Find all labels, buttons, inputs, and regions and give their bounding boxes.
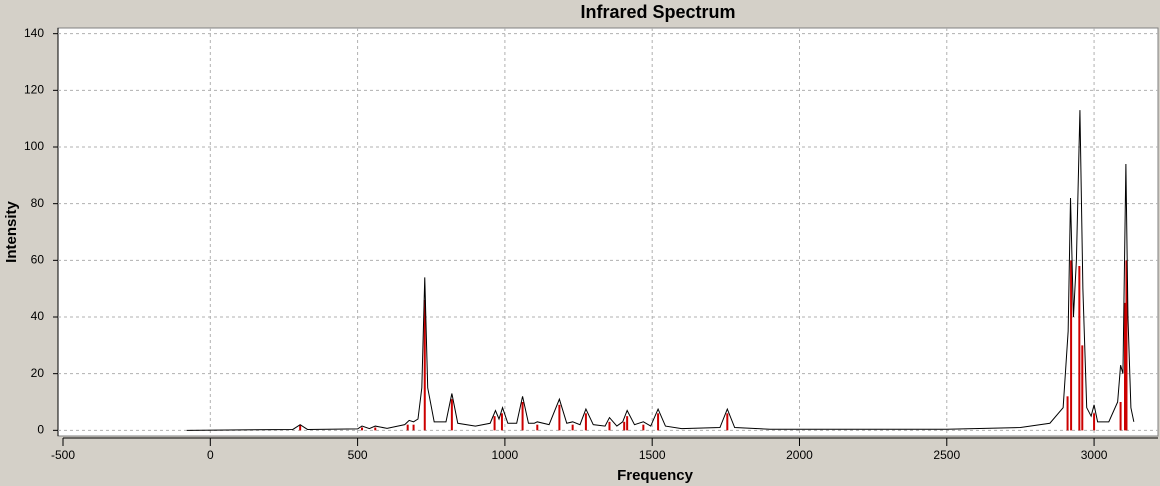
y-tick-label: 60 <box>31 253 45 267</box>
x-tick-label: 1000 <box>492 448 519 462</box>
x-tick-label: 2500 <box>933 448 960 462</box>
y-tick-label: 140 <box>24 26 44 40</box>
y-tick-label: 80 <box>31 196 45 210</box>
plot-area <box>57 27 1159 437</box>
x-tick-label: 0 <box>207 448 214 462</box>
chart-title: Infrared Spectrum <box>580 2 735 22</box>
x-tick-label: 1500 <box>639 448 666 462</box>
x-tick-label: 500 <box>348 448 368 462</box>
y-tick-label: 0 <box>37 423 44 437</box>
y-tick-label: 120 <box>24 83 44 97</box>
x-tick-label: 3000 <box>1081 448 1108 462</box>
x-tick-label: -500 <box>51 448 75 462</box>
y-tick-label: 20 <box>31 366 45 380</box>
y-tick-label: 100 <box>24 139 44 153</box>
y-tick-label: 40 <box>31 309 45 323</box>
x-tick-label: 2000 <box>786 448 813 462</box>
y-axis-title: Intensity <box>3 201 20 263</box>
spectrum-line <box>186 110 1135 431</box>
x-axis-title: Frequency <box>617 467 694 484</box>
